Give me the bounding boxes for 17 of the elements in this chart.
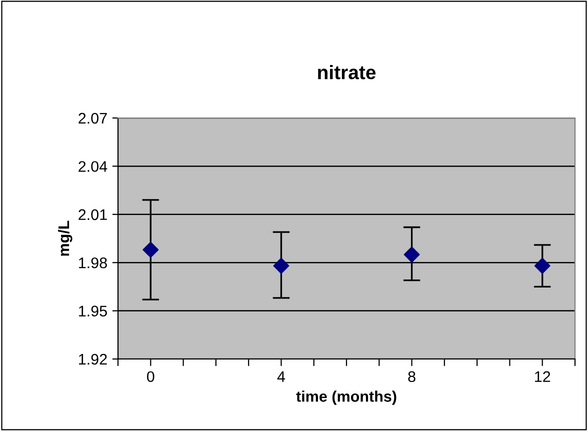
x-tick-label: 4 xyxy=(277,371,286,382)
y-tick-label: 2.07 xyxy=(78,112,107,124)
y-tick-label: 2.04 xyxy=(78,161,108,172)
point xyxy=(142,242,159,258)
x-tick-label: 12 xyxy=(535,371,550,382)
point xyxy=(404,246,420,263)
x-tick-label: 0 xyxy=(146,371,154,382)
point xyxy=(534,258,550,274)
chart-title: nitrate xyxy=(318,65,376,80)
y-tick-label: 1.92 xyxy=(79,354,107,365)
y-tick-label: 2.01 xyxy=(78,209,107,220)
y-tick-label: 1.95 xyxy=(79,306,107,316)
x-axis-title: time (months) xyxy=(296,390,396,405)
x-tick-label: 8 xyxy=(408,371,416,382)
point xyxy=(273,258,290,274)
y-axis-title: mg/L xyxy=(58,220,72,256)
y-tick-label: 1.98 xyxy=(79,257,107,268)
